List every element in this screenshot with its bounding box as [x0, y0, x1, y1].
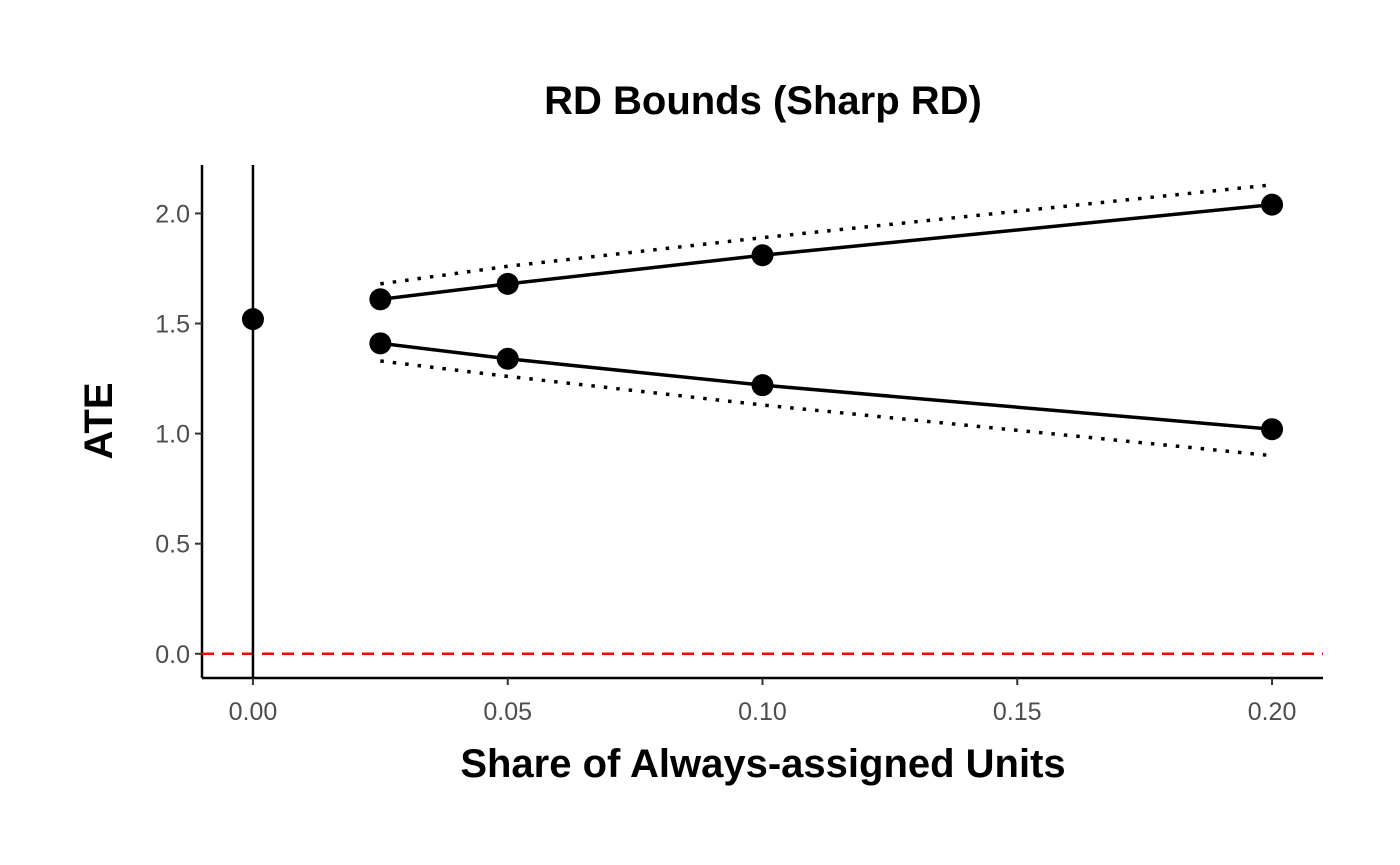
y-tick-label: 1.5: [155, 311, 190, 339]
bound-point: [751, 374, 774, 397]
y-tick-label: 2.0: [155, 200, 190, 228]
bound-line: [380, 341, 1273, 431]
x-tick-label: 0.00: [229, 698, 278, 726]
bound-point: [496, 347, 519, 370]
bound-point: [1261, 193, 1284, 216]
bound-line: [380, 202, 1273, 302]
plot-area: 0.0 0.5 1.0 1.5 2.0 0.00 0.05 0.10 0.15 0.20: [155, 165, 1323, 726]
x-tick-label: 0.10: [738, 698, 787, 726]
bound-point: [1261, 418, 1284, 441]
y-tick-label: 0.5: [155, 531, 190, 559]
bound-point: [751, 244, 774, 267]
bound-point: [369, 288, 392, 311]
y-tick-label: 0.0: [155, 641, 190, 669]
x-axis-label: Share of Always-assigned Units: [460, 742, 1065, 786]
x-tick-label: 0.20: [1248, 698, 1297, 726]
y-tick-label: 1.0: [155, 421, 190, 449]
confidence-bound-line: [380, 183, 1273, 286]
confidence-bound-line: [380, 359, 1273, 458]
y-axis-label: ATE: [77, 382, 121, 459]
point-estimate-marker: [241, 308, 264, 331]
bound-point: [369, 332, 392, 355]
chart-title: RD Bounds (Sharp RD): [544, 79, 982, 123]
x-tick-label: 0.05: [483, 698, 532, 726]
x-tick-label: 0.15: [993, 698, 1042, 726]
bound-point: [496, 272, 519, 295]
